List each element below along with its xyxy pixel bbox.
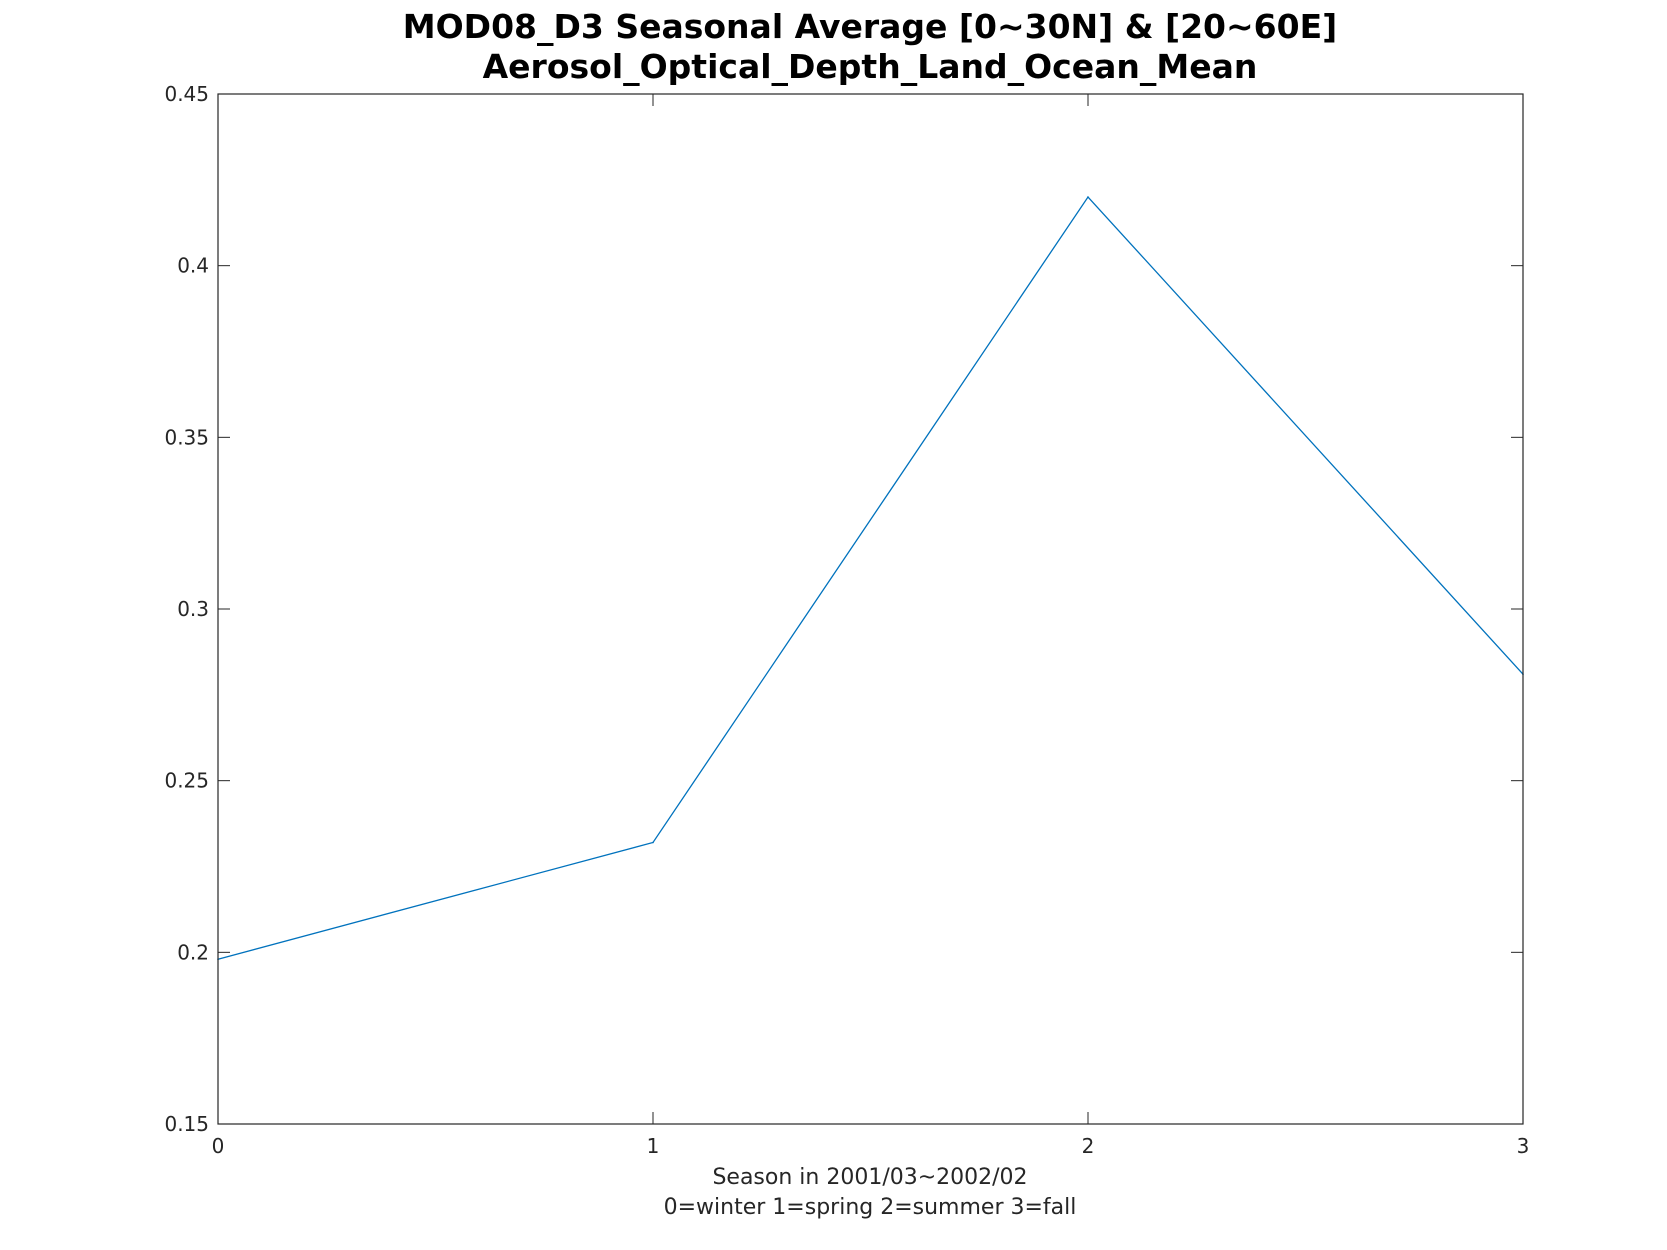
data-point [652,841,654,844]
y-tick-label: 0.25 [164,769,209,793]
y-tick-label: 0.2 [177,940,209,964]
x-tick-labels: 0 1 2 3 [212,1134,1530,1158]
chart-subtitle: Aerosol_Optical_Depth_Land_Ocean_Mean [483,47,1258,86]
x-axis-label: Season in 2001/03~2002/02 [712,1165,1027,1190]
y-tick-label: 0.45 [164,82,209,106]
x-axis-label-legend: 0=winter 1=spring 2=summer 3=fall [664,1195,1077,1220]
x-tick-label: 2 [1082,1134,1095,1158]
y-tick-label: 0.3 [177,597,209,621]
y-tick-label: 0.15 [164,1112,209,1136]
data-point [1087,196,1089,198]
plot-area [218,94,1523,1124]
y-tick-label: 0.35 [164,425,209,449]
x-tick-label: 0 [212,1134,225,1158]
chart-title: MOD08_D3 Seasonal Average [0~30N] & [20~… [403,7,1337,46]
axes-box [217,93,1524,1125]
series-line [217,195,1524,960]
y-tick-label: 0.4 [177,254,209,278]
y-tick-labels: 0.15 0.2 0.25 0.3 0.35 0.4 0.45 [164,82,209,1136]
x-tick-label: 1 [647,1134,660,1158]
x-tick-label: 3 [1517,1134,1530,1158]
